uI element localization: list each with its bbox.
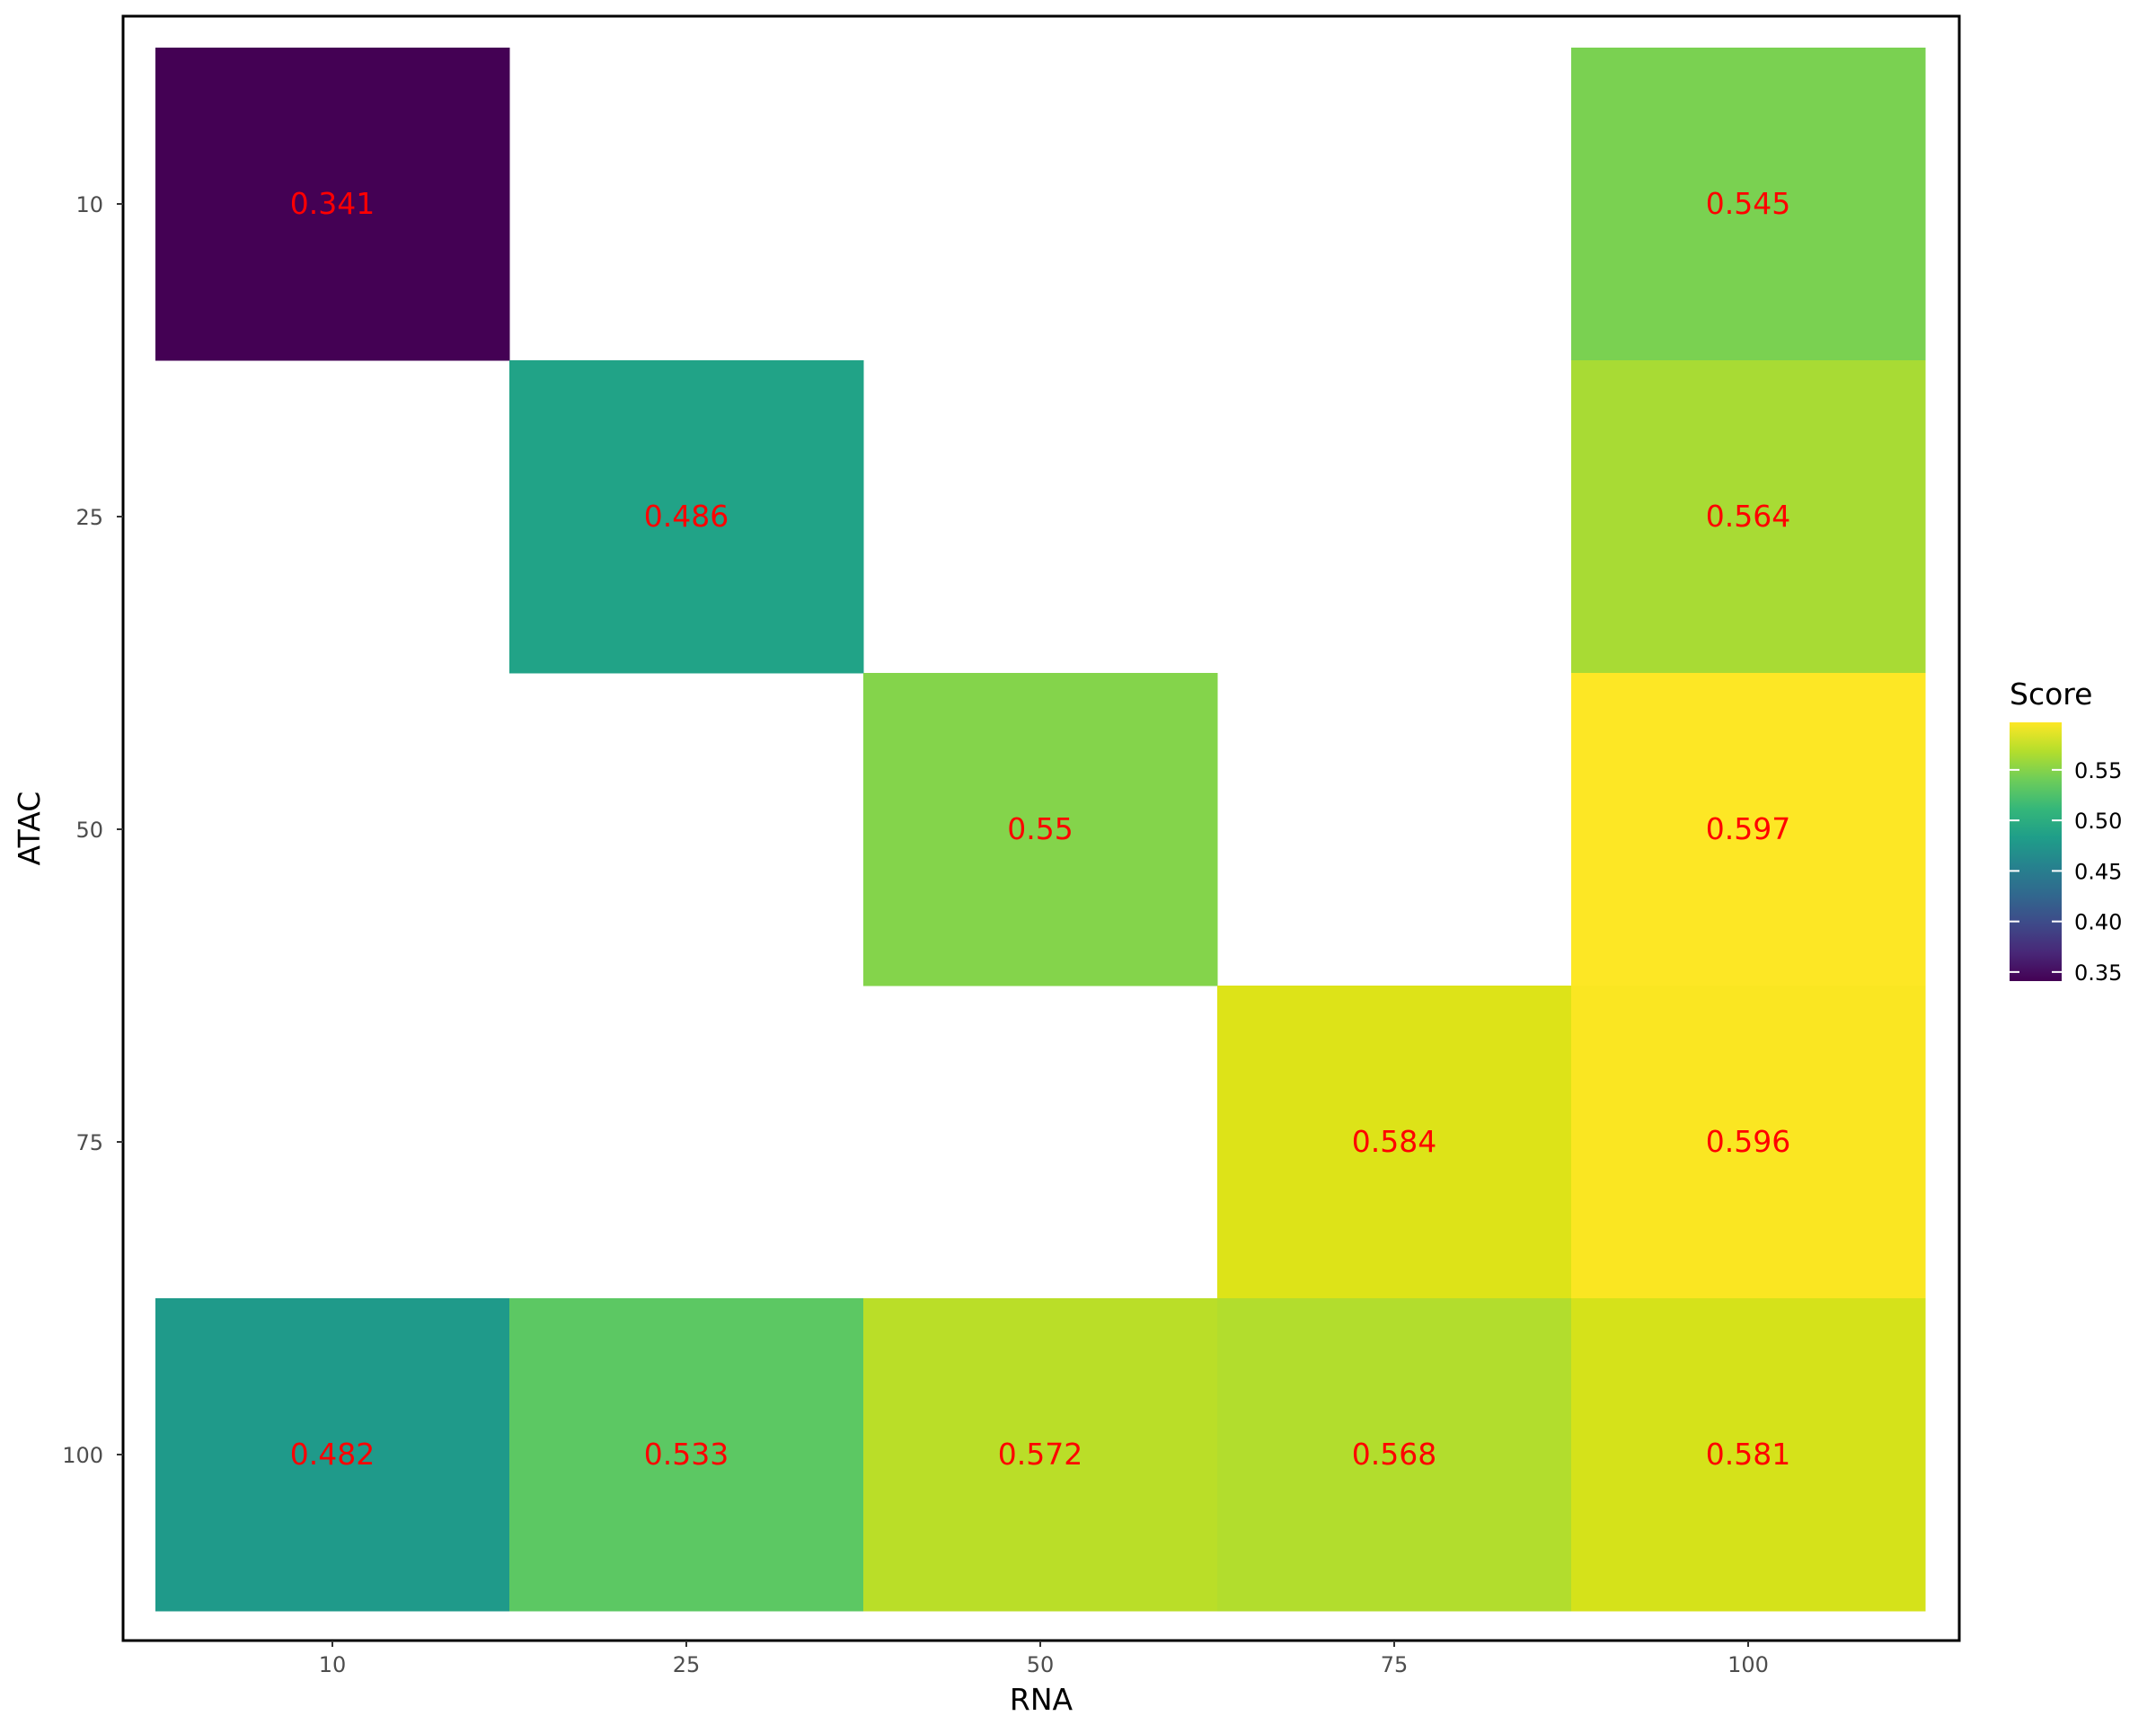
y-axis-title: ATAC (12, 792, 47, 866)
legend-title: Score (2010, 677, 2092, 712)
heatmap-cell-rna75-atac100 (1217, 1298, 1572, 1612)
cell-value-label: 0.341 (290, 186, 375, 221)
heatmap-cell-rna100-atac10 (1571, 48, 1926, 361)
heatmap-cell-rna100-atac75 (1571, 986, 1926, 1299)
heatmap-cell-rna75-atac75 (1217, 986, 1572, 1299)
cell-value-label: 0.545 (1706, 186, 1790, 221)
x-tick-label: 50 (1027, 1652, 1055, 1677)
cell-value-label: 0.584 (1352, 1124, 1436, 1159)
y-axis-ticks: 10 25 50 75 100 (62, 192, 123, 1468)
cell-value-label: 0.568 (1352, 1437, 1436, 1472)
legend-ticks: 0.35 0.40 0.45 0.50 0.55 (2010, 758, 2122, 986)
cell-value-label: 0.486 (644, 499, 729, 534)
legend: Score 0.35 0.40 0.45 0.50 0.55 (2010, 677, 2122, 986)
heatmap-cell-rna100-atac100 (1571, 1298, 1926, 1612)
heatmap-cells (155, 48, 1926, 1612)
y-tick-label: 50 (75, 818, 103, 843)
y-tick-label: 75 (75, 1130, 103, 1155)
legend-tick-label: 0.40 (2074, 910, 2122, 935)
legend-tick-label: 0.50 (2074, 809, 2122, 834)
x-tick-label: 75 (1381, 1652, 1409, 1677)
x-tick-label: 100 (1727, 1652, 1769, 1677)
x-tick-label: 10 (319, 1652, 347, 1677)
legend-tick-label: 0.45 (2074, 859, 2122, 884)
heatmap-cell-rna10-atac100 (155, 1298, 510, 1612)
cell-value-label: 0.564 (1706, 499, 1790, 534)
cell-value-label: 0.482 (290, 1437, 375, 1472)
y-tick-label: 25 (75, 505, 103, 530)
x-tick-label: 25 (673, 1652, 701, 1677)
cell-value-label: 0.596 (1706, 1124, 1790, 1159)
cell-value-label: 0.581 (1706, 1437, 1790, 1472)
heatmap-cell-rna10-atac10 (155, 48, 510, 361)
x-axis-title: RNA (1010, 1682, 1074, 1717)
heatmap-cell-rna100-atac50 (1571, 673, 1926, 986)
legend-tick-label: 0.55 (2074, 758, 2122, 783)
heatmap-cell-rna50-atac100 (863, 1298, 1218, 1612)
heatmap-cell-rna50-atac50 (863, 673, 1218, 986)
cell-value-label: 0.572 (998, 1437, 1082, 1472)
y-tick-label: 100 (62, 1443, 103, 1468)
x-axis-ticks: 10 25 50 75 100 (319, 1641, 1769, 1677)
cell-value-label: 0.533 (644, 1437, 729, 1472)
cell-value-label: 0.597 (1706, 811, 1790, 846)
heatmap-cell-rna100-atac25 (1571, 360, 1926, 674)
heatmap-cell-rna25-atac100 (509, 1298, 864, 1612)
y-tick-label: 10 (75, 192, 103, 217)
cell-value-label: 0.55 (1007, 811, 1073, 846)
legend-colorbar (2010, 722, 2062, 981)
legend-tick-label: 0.35 (2074, 960, 2122, 986)
heatmap-cell-rna25-atac25 (509, 360, 864, 674)
heatmap-cell-labels: 0.341 0.545 0.486 0.564 0.55 0.597 0.584 0.596 0… (290, 186, 1790, 1472)
